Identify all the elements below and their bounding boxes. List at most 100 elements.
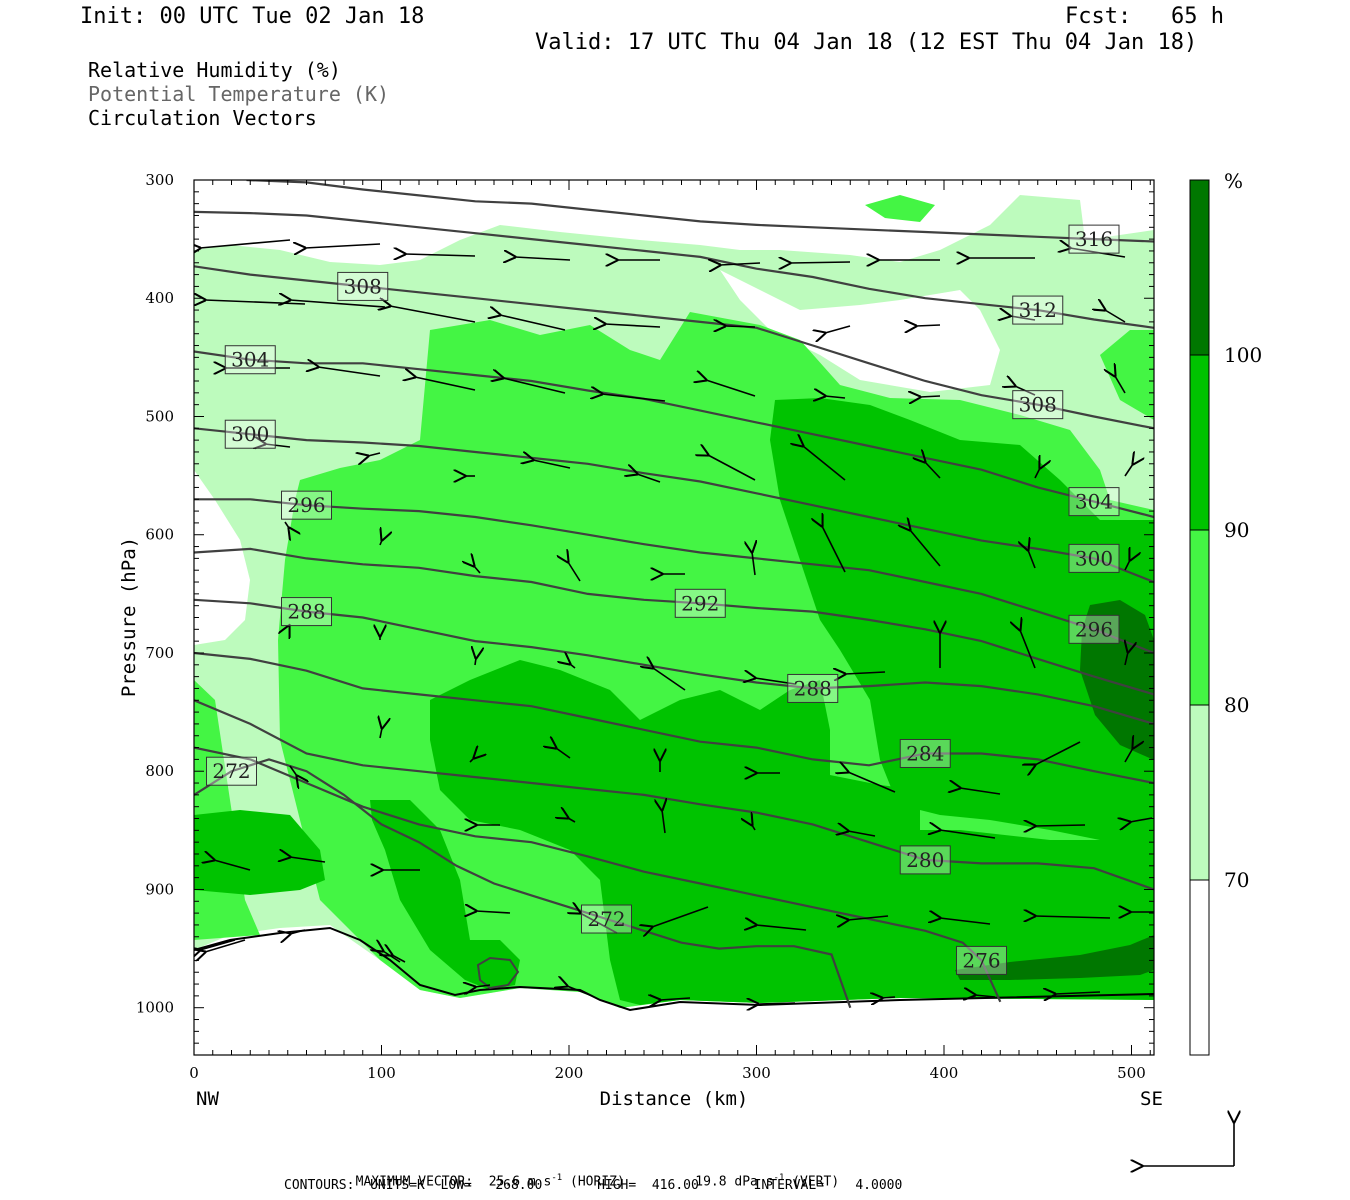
circulation-vector [568, 818, 576, 823]
theta-contour-276 [194, 746, 1002, 1003]
circulation-vector [290, 929, 306, 934]
rh-90-100-farleft [194, 810, 325, 895]
circulation-vector [379, 540, 382, 546]
circulation-vector [652, 906, 709, 927]
plot-area: 272 272 276 280 284 288 288 292 296 296 300 300 304 3… [194, 180, 1154, 1055]
contour-label-292: 292 [674, 588, 726, 618]
contour-label-308: 308 [1012, 390, 1064, 420]
circulation-vector [1124, 464, 1133, 477]
max-vector-vert-value: 19.8 dPa s [695, 1174, 774, 1190]
colorbar-level-label: 100 [1224, 343, 1262, 367]
legend-theta: Potential Temperature (K) [88, 82, 390, 106]
colorbar-bin [1189, 704, 1210, 881]
surface-line [194, 926, 1154, 1012]
svg-text:300: 300 [231, 422, 269, 446]
y-tick-label: 1000 [136, 999, 174, 1017]
circulation-vector [1130, 818, 1153, 822]
circulation-vector [752, 552, 755, 576]
colorbar-bin [1189, 879, 1210, 1056]
circulation-vector [580, 913, 618, 934]
x-tick-label: 100 [367, 1064, 396, 1082]
rh-90-100-upper [770, 398, 1154, 840]
circulation-vector [653, 668, 686, 691]
y-tick-label: 600 [145, 526, 174, 544]
circulation-vector [725, 326, 756, 327]
contour-label-300: 300 [1068, 543, 1120, 573]
y-tick-label: 500 [145, 407, 174, 425]
contour-label-296: 296 [1068, 614, 1120, 644]
svg-text:312: 312 [1019, 298, 1057, 322]
circulation-vector [662, 810, 665, 834]
svg-text:284: 284 [906, 741, 944, 765]
circulation-vectors [200, 239, 1154, 1004]
circulation-vector [790, 262, 851, 263]
theta-contour-296 [194, 498, 1154, 655]
circulation-vector [925, 462, 941, 479]
circulation-vector [1115, 376, 1126, 394]
contour-label-308: 308 [337, 271, 389, 301]
colorbar-bin [1189, 354, 1210, 531]
contour-label-272: 272 [206, 756, 257, 786]
circulation-vector [1070, 248, 1126, 258]
legend-vectors: Circulation Vectors [88, 106, 317, 130]
circulation-vector [567, 986, 591, 996]
circulation-vector [825, 396, 846, 398]
circulation-vector [975, 995, 996, 997]
rh-90-100-middle [430, 660, 1154, 1005]
circulation-vector [289, 765, 297, 776]
circulation-vector [940, 830, 996, 839]
circulation-vector [1035, 916, 1111, 918]
circulation-vector [475, 658, 476, 666]
max-vector-horiz-tag: (HORIZ) [570, 1174, 625, 1190]
circulation-vector [305, 244, 381, 248]
contour-label-288: 288 [787, 673, 839, 703]
svg-text:304: 304 [1075, 490, 1113, 514]
contour-label-316: 316 [1068, 224, 1120, 254]
contour-label-304: 304 [1068, 487, 1120, 517]
circulation-vector [1020, 630, 1036, 669]
svg-text:292: 292 [681, 591, 719, 615]
circulation-vector [848, 831, 876, 837]
valid-time: Valid: 17 UTC Thu 04 Jan 18 (12 EST Thu … [535, 30, 1198, 55]
max-vector-horiz-value: MAXIMUM VECTOR: 25.6 m s [355, 1174, 552, 1190]
svg-text:276: 276 [962, 948, 1000, 972]
circulation-vector [318, 367, 381, 377]
circulation-vector [1035, 825, 1086, 826]
axis-ticks: 0 100 200 300 400 500 300 400 500 600 700 800 900 100… [136, 171, 1154, 1082]
circulation-vector [882, 997, 896, 998]
theta-contour-308 [194, 265, 1154, 430]
circulation-vector [660, 998, 691, 1000]
contours-text: CONTOURS: UNITS=K LOW= 268.00 HIGH= 416.… [284, 1178, 903, 1193]
contour-label-284: 284 [899, 738, 951, 768]
svg-text:272: 272 [212, 759, 250, 783]
x-tick-label: 200 [555, 1064, 584, 1082]
circulation-vector [708, 455, 756, 481]
circulation-vector [1125, 652, 1128, 666]
svg-text:296: 296 [287, 493, 325, 517]
circulation-vector [392, 955, 406, 963]
circulation-vector [1028, 550, 1036, 569]
circulation-vector [390, 306, 476, 323]
theta-contour-272 [194, 758, 852, 1009]
circulation-vector [469, 758, 474, 763]
rh-80-90-topsmall [865, 195, 935, 222]
circulation-vector [570, 664, 576, 669]
reference-vector-icon [1142, 1122, 1234, 1166]
circulation-vector [845, 672, 886, 674]
contour-label-312: 312 [1012, 295, 1064, 325]
theta-contour-284 [194, 651, 1154, 785]
max-vector-text: MAXIMUM VECTOR: 25.6 m s-1 (HORIZ) 19.8 … [340, 1158, 840, 1190]
y-tick-label: 700 [145, 644, 174, 662]
circulation-vector [475, 985, 491, 987]
rh-below-70-surface [194, 925, 1154, 1055]
circulation-vector [290, 857, 326, 863]
circulation-vector [556, 748, 571, 759]
contour-label-288: 288 [281, 597, 332, 627]
circulation-vector [1035, 741, 1081, 765]
circulation-vector [602, 394, 666, 402]
circulation-vector [756, 925, 807, 930]
rh-80-90-topright [1100, 330, 1154, 420]
y-tick-label: 300 [145, 171, 174, 189]
svg-text:296: 296 [1075, 617, 1113, 641]
